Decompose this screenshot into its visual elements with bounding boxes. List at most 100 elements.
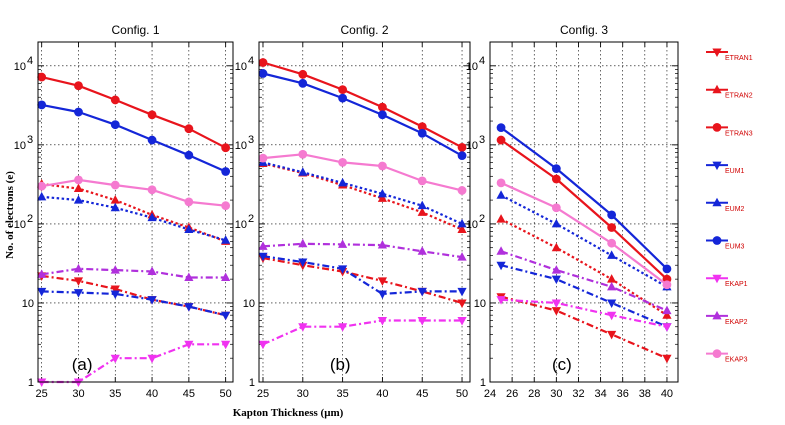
data-point-eum3 [457, 151, 467, 161]
data-point-ekap2 [496, 246, 506, 255]
data-point-eum1 [607, 299, 617, 308]
series-line-ekap1 [41, 343, 226, 384]
x-axis-label: Kapton Thickness (μm) [233, 407, 344, 419]
data-point-eum3 [37, 100, 47, 110]
series-eum1 [37, 287, 231, 321]
data-point-eum3 [417, 128, 427, 138]
data-point-etran3 [298, 69, 308, 79]
data-point-eum2 [457, 218, 467, 228]
x-tick-label: 40 [661, 388, 673, 400]
series-line-eum2 [262, 161, 463, 225]
data-point-etran2 [377, 193, 388, 202]
series-line-eum3 [262, 72, 463, 157]
data-point-eum2 [147, 212, 157, 222]
plot-frame [37, 41, 234, 383]
data-point-ekap2 [221, 272, 231, 281]
legend-label: ETRAN3 [725, 130, 753, 137]
y-tick-exponent: 4 [248, 55, 254, 67]
data-point-eum2 [338, 177, 348, 187]
series-line-etran3 [500, 139, 668, 281]
x-tick-label: 50 [456, 388, 468, 400]
series-ekap3 [496, 178, 672, 290]
data-point-eum2 [496, 190, 506, 199]
legend-label: EUM2 [725, 206, 745, 213]
legend-entry-ekap3: EKAP3 [706, 349, 748, 364]
data-point-ekap2 [73, 263, 84, 273]
data-point-ekap3 [184, 197, 194, 207]
series-ekap3 [37, 175, 231, 211]
series-line-ekap2 [262, 242, 463, 259]
legend-label: EUM3 [725, 244, 745, 251]
series-line-etran3 [41, 76, 227, 149]
legend-marker [712, 84, 722, 94]
data-point-eum1 [221, 311, 231, 321]
series-eum2 [37, 191, 231, 244]
x-tick-label: 30 [550, 388, 562, 400]
panel-tag: (c) [552, 355, 572, 374]
series-line-ekap2 [500, 250, 668, 312]
data-point-etran2 [110, 195, 120, 204]
legend-label: EKAP1 [725, 281, 748, 288]
data-point-eum2 [184, 224, 194, 233]
data-point-etran2 [551, 242, 561, 252]
series-line-eum1 [262, 255, 462, 295]
series-line-eum2 [500, 194, 668, 288]
legend-entry-eum1: EUM1 [706, 161, 745, 175]
data-point-eum3 [258, 69, 268, 78]
data-point-etran2 [607, 274, 617, 283]
series-line-ekap2 [41, 267, 226, 279]
data-point-etran1 [551, 307, 561, 316]
data-point-ekap1 [338, 323, 348, 332]
series-etran1 [496, 293, 672, 364]
y-axis-label: No. of electrons (e) [4, 171, 16, 259]
x-tick-label: 26 [506, 388, 518, 400]
data-point-ekap3 [338, 157, 348, 167]
data-point-eum2 [377, 188, 388, 198]
data-point-ekap2 [457, 252, 467, 261]
x-tick-label: 32 [572, 388, 584, 400]
series-line-etran2 [41, 182, 226, 243]
y-tick-exponent: 2 [27, 213, 33, 225]
x-tick-label: 50 [220, 388, 232, 400]
x-tick-label: 30 [297, 388, 309, 400]
x-tick-label: 34 [594, 388, 606, 400]
series-line-etran2 [262, 162, 463, 231]
data-point-eum1 [37, 287, 47, 297]
series-etran3 [496, 135, 672, 284]
series-ekap2 [496, 246, 672, 315]
x-tick-label: 25 [36, 388, 48, 400]
data-point-ekap1 [662, 323, 672, 332]
data-point-ekap1 [377, 316, 388, 326]
data-point-ekap3 [417, 176, 427, 186]
data-point-eum2 [607, 250, 617, 259]
series-line-ekap1 [262, 319, 462, 346]
series-line-ekap3 [262, 153, 463, 192]
data-point-ekap2 [184, 272, 194, 281]
data-point-eum1 [551, 275, 561, 285]
series-line-eum3 [41, 103, 227, 173]
data-point-ekap3 [258, 153, 268, 163]
series-line-etran1 [41, 274, 226, 317]
y-tick-exponent: 4 [479, 55, 485, 67]
data-point-ekap3 [147, 185, 157, 195]
series-line-ekap1 [501, 298, 668, 328]
y-tick-label: 10 [22, 298, 34, 310]
legend-label: EUM1 [725, 168, 745, 175]
legend-entry-etran1: ETRAN1 [706, 48, 753, 62]
data-point-etran1 [662, 354, 672, 364]
data-point-eum1 [258, 252, 268, 262]
legend-marker [712, 48, 722, 57]
x-tick-label: 35 [336, 388, 348, 400]
data-point-eum2 [298, 167, 308, 176]
data-point-eum3 [298, 78, 308, 88]
data-point-ekap1 [298, 323, 308, 332]
series-ekap2 [37, 263, 231, 281]
data-point-ekap3 [110, 180, 120, 190]
data-point-etran3 [147, 110, 157, 120]
data-point-etran2 [417, 207, 427, 216]
data-point-eum3 [496, 123, 506, 133]
data-point-ekap2 [377, 240, 388, 249]
data-point-etran3 [607, 223, 617, 232]
